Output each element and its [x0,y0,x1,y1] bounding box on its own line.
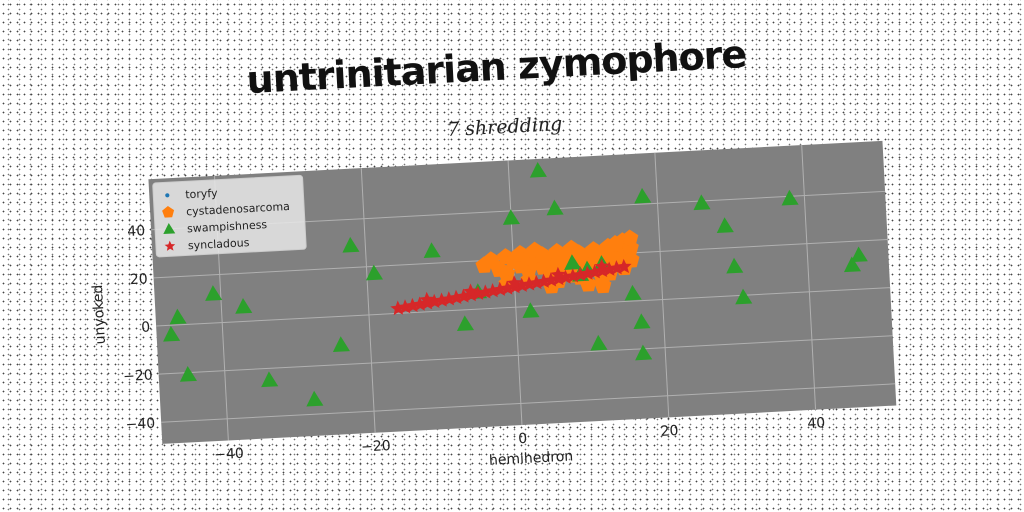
tick-layer: −40 −20 0 20 40 −40 −20 0 20 40 [123,223,826,464]
data-point-cystadenosarcoma [594,276,612,294]
plot-area: −40 −20 0 20 40 −40 −20 0 20 40 toryfycystadenosa… [90,140,897,469]
data-point-swampishness [169,308,187,325]
data-point-swampishness [179,366,198,382]
data-point-swampishness [163,325,181,342]
x-tick-label: 0 [518,431,528,447]
data-point-swampishness [564,254,582,270]
x-axis-label: hemihedron [489,448,574,468]
data-point-swampishness [590,334,608,351]
data-point-cystadenosarcoma [622,251,640,268]
grid-line-x [801,145,817,410]
data-point-swampishness [522,302,540,318]
y-tick-label: −40 [125,416,155,434]
data-point-swampishness [633,313,651,330]
data-point-swampishness [635,344,653,361]
y-tick-label: 0 [141,319,151,335]
grid-line-x [654,152,670,418]
data-point-swampishness [624,284,642,301]
data-point-swampishness [843,256,862,273]
y-tick-label: 40 [127,223,146,240]
data-point-cystadenosarcoma [621,229,639,247]
y-tick-label: 20 [129,271,148,288]
x-tick-label: 40 [807,415,826,432]
data-point-swampishness [205,285,223,301]
x-tick-label: −20 [361,438,391,456]
data-point-syncladous [506,275,523,290]
legend-label: toryfy [185,187,218,202]
x-tick-label: 20 [660,423,679,440]
data-point-syncladous [463,283,479,299]
grid-line-x [507,160,523,426]
data-point-swampishness [735,288,753,305]
y-tick-label: −20 [123,367,153,385]
data-point-swampishness [693,194,711,211]
data-point-swampishness [332,336,351,353]
chart-title: untrinitarian zymophore [245,32,747,102]
legend-marker-syncladous [164,240,176,251]
data-point-swampishness [634,187,652,204]
x-tick-label: −40 [214,446,244,464]
grid-line-y [156,287,891,327]
y-axis-label: unyoked [90,284,109,344]
chart-subtitle: 7 shredding [447,113,563,141]
data-point-swampishness [235,298,253,314]
data-point-swampishness [546,199,564,216]
data-point-syncladous [616,258,632,274]
data-point-swampishness [423,242,441,259]
legend-label: cystadenosarcoma [186,200,290,218]
data-point-syncladous [419,291,435,307]
legend-marker-toryfy [165,193,170,198]
data-point-swampishness [726,257,744,274]
data-point-syncladous [550,266,566,282]
series-syncladous [390,258,632,316]
legend-marker-swampishness [163,222,176,234]
plot-background [148,140,897,444]
data-point-syncladous [594,258,610,274]
data-point-swampishness [850,246,868,263]
data-point-swampishness [365,264,384,281]
data-point-swampishness [716,217,734,234]
legend: toryfycystadenosarcomaswampishnesssyncla… [152,174,307,258]
data-layer [163,161,868,407]
data-point-swampishness [781,189,799,206]
grid-line-y [158,335,893,375]
series-swampishness [163,161,868,407]
data-point-swampishness [529,161,547,178]
legend-label: syncladous [188,236,250,252]
data-point-swampishness [306,390,324,407]
legend-label: swampishness [187,218,268,235]
legend-box [152,174,307,258]
data-point-swampishness [456,315,475,332]
grid-line-y [161,383,896,423]
data-point-swampishness [261,371,279,388]
data-point-swampishness [342,236,360,253]
legend-marker-cystadenosarcoma [162,206,175,218]
data-point-swampishness [502,209,520,225]
grid-line-x [360,168,376,433]
